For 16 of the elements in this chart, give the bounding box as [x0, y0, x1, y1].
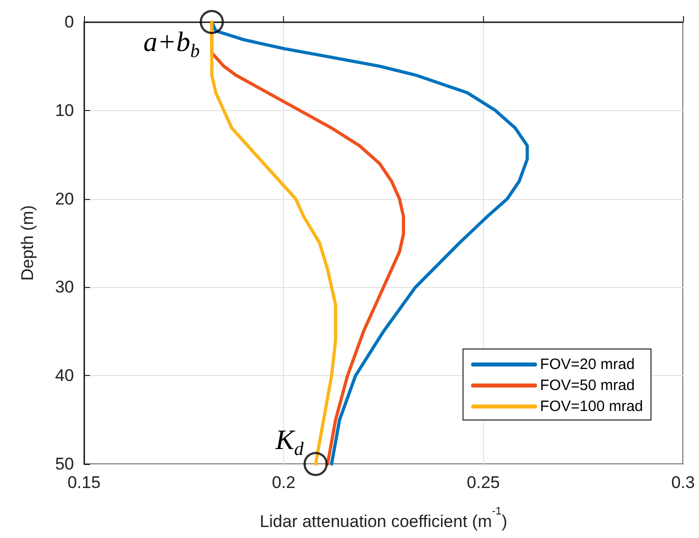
- annotation: K$_{d}$: [275, 425, 304, 460]
- x-tick-label: 0.15: [67, 473, 101, 492]
- y-tick-label: 30: [55, 278, 74, 297]
- annotation: a+b$_{b}$: [143, 27, 200, 62]
- y-tick-label: 40: [55, 366, 74, 386]
- y-tick-label: 20: [55, 189, 74, 208]
- x-tick-label: 0.3: [671, 473, 695, 492]
- y-axis-title: Depth (m): [18, 205, 37, 281]
- legend-label: FOV=100 mrad: [540, 398, 644, 415]
- y-tick-label: 0: [64, 12, 74, 32]
- legend-label: FOV=20 mrad: [540, 356, 635, 373]
- legend-label: FOV=50 mrad: [540, 377, 635, 394]
- y-tick-label: 50: [55, 454, 74, 474]
- x-tick-label: 0.25: [466, 473, 500, 492]
- y-tick-label: 10: [55, 100, 74, 120]
- x-tick-label: 0.2: [272, 473, 296, 492]
